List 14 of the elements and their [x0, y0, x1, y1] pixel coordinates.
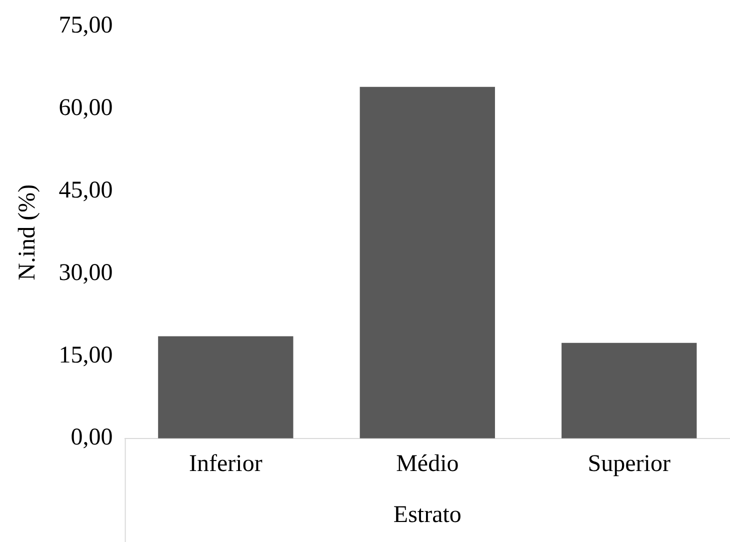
bar: [562, 342, 697, 438]
y-tick-label: 0,00: [70, 424, 113, 451]
bar: [158, 336, 294, 438]
bar: [360, 86, 495, 438]
x-tick-label: Superior: [588, 451, 670, 478]
x-axis-title: Estrato: [393, 502, 462, 528]
y-tick-label: 60,00: [58, 95, 113, 122]
x-tick-label: Médio: [396, 451, 459, 478]
y-tick-label: 30,00: [58, 260, 113, 286]
y-tick-label: 75,00: [58, 12, 113, 39]
x-tick-label: Inferior: [189, 451, 262, 478]
y-tick-label: 45,00: [58, 177, 113, 204]
y-axis-title: N.ind (%): [14, 184, 41, 280]
y-tick-label: 15,00: [58, 342, 113, 368]
